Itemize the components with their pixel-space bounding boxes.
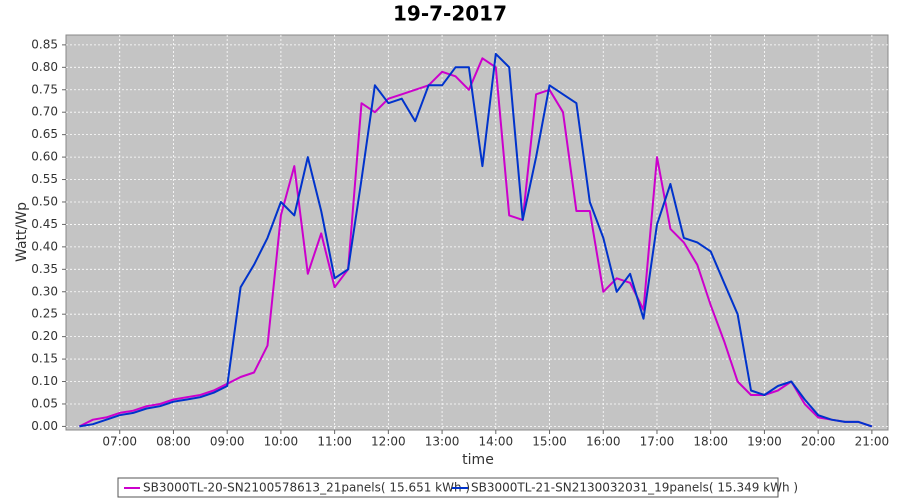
plot-area bbox=[65, 34, 889, 431]
x-tick-label: 16:00 bbox=[586, 435, 621, 449]
y-tick-label: 0.70 bbox=[31, 105, 58, 119]
y-tick-label: 0.60 bbox=[31, 150, 58, 164]
y-tick-label: 0.25 bbox=[31, 307, 58, 321]
x-tick-label: 20:00 bbox=[801, 435, 836, 449]
y-tick-label: 0.20 bbox=[31, 329, 58, 343]
y-tick-label: 0.15 bbox=[31, 352, 58, 366]
y-tick-label: 0.30 bbox=[31, 284, 58, 298]
x-axis-label: time bbox=[462, 452, 494, 468]
legend-label: SB3000TL-21-SN2130032031_19panels( 15.34… bbox=[471, 481, 798, 495]
x-tick-label: 08:00 bbox=[156, 435, 191, 449]
x-tick-label: 10:00 bbox=[264, 435, 299, 449]
x-tick-label: 21:00 bbox=[855, 435, 890, 449]
legend-label: SB3000TL-20-SN2100578613_21panels( 15.65… bbox=[143, 481, 470, 495]
x-tick-label: 18:00 bbox=[693, 435, 728, 449]
y-tick-label: 0.05 bbox=[31, 396, 58, 410]
x-tick-label: 09:00 bbox=[210, 435, 245, 449]
y-tick-label: 0.00 bbox=[31, 419, 58, 433]
y-tick-label: 0.50 bbox=[31, 194, 58, 208]
y-axis-label: Watt/Wp bbox=[14, 202, 30, 262]
series-line bbox=[78, 57, 873, 428]
y-tick-label: 0.55 bbox=[31, 172, 58, 186]
x-tick-label: 07:00 bbox=[102, 435, 137, 449]
series-line bbox=[79, 52, 873, 428]
y-tick-label: 0.35 bbox=[31, 262, 58, 276]
y-tick-label: 0.10 bbox=[31, 374, 58, 388]
x-tick-label: 14:00 bbox=[479, 435, 514, 449]
x-tick-label: 17:00 bbox=[640, 435, 675, 449]
chart-title: 19-7-2017 bbox=[393, 2, 507, 26]
y-tick-label: 0.75 bbox=[31, 82, 58, 96]
y-tick-label: 0.80 bbox=[31, 60, 58, 74]
y-tick-label: 0.65 bbox=[31, 127, 58, 141]
legend bbox=[117, 477, 779, 498]
x-tick-label: 11:00 bbox=[317, 435, 352, 449]
x-tick-label: 13:00 bbox=[425, 435, 460, 449]
x-tick-label: 12:00 bbox=[371, 435, 406, 449]
y-tick-label: 0.45 bbox=[31, 217, 58, 231]
x-tick-label: 19:00 bbox=[747, 435, 782, 449]
x-tick-label: 15:00 bbox=[532, 435, 567, 449]
y-tick-label: 0.85 bbox=[31, 37, 58, 51]
y-tick-label: 0.40 bbox=[31, 239, 58, 253]
